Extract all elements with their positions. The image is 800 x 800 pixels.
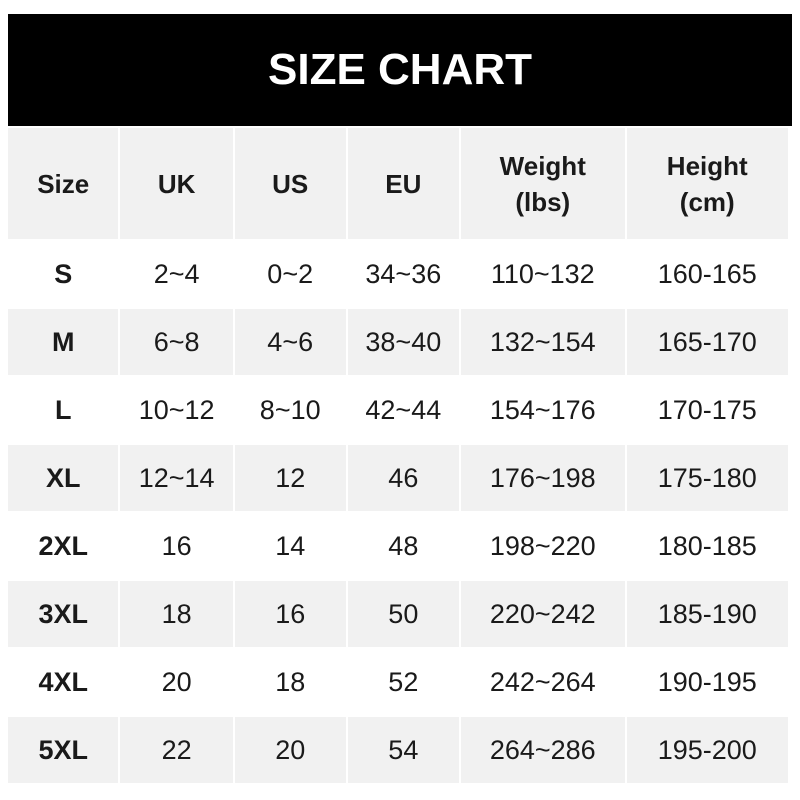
table-cell: 48 (347, 513, 460, 579)
column-header: EU (347, 128, 460, 239)
column-header: Height (cm) (626, 128, 788, 239)
table-cell: 6~8 (120, 309, 233, 375)
table-row: XL 12~14 12 46 176~198 175-180 (8, 445, 788, 511)
table-row: 4XL 20 18 52 242~264 190-195 (8, 649, 788, 715)
size-table: Size UK US EU Weight (lbs) Height (cm) S 2~4 0~… (6, 126, 790, 785)
table-cell: 110~132 (461, 241, 625, 307)
table-cell: 2~4 (120, 241, 233, 307)
table-cell: 34~36 (347, 241, 460, 307)
size-cell: 4XL (8, 649, 119, 715)
table-cell: 195-200 (626, 717, 788, 783)
column-header: Weight (lbs) (461, 128, 625, 239)
table-cell: 175-180 (626, 445, 788, 511)
table-cell: 38~40 (347, 309, 460, 375)
table-cell: 176~198 (461, 445, 625, 511)
size-cell: 5XL (8, 717, 119, 783)
size-chart-title: SIZE CHART (8, 14, 792, 126)
table-row: 5XL 22 20 54 264~286 195-200 (8, 717, 788, 783)
table-cell: 8~10 (234, 377, 346, 443)
column-header: UK (120, 128, 233, 239)
table-cell: 20 (234, 717, 346, 783)
table-cell: 18 (120, 581, 233, 647)
size-cell: XL (8, 445, 119, 511)
size-cell: 3XL (8, 581, 119, 647)
table-cell: 154~176 (461, 377, 625, 443)
header-row: Size UK US EU Weight (lbs) Height (cm) (8, 128, 788, 239)
table-cell: 20 (120, 649, 233, 715)
table-cell: 14 (234, 513, 346, 579)
table-row: 3XL 18 16 50 220~242 185-190 (8, 581, 788, 647)
table-cell: 52 (347, 649, 460, 715)
table-cell: 132~154 (461, 309, 625, 375)
table-cell: 42~44 (347, 377, 460, 443)
table-cell: 264~286 (461, 717, 625, 783)
table-cell: 242~264 (461, 649, 625, 715)
table-cell: 198~220 (461, 513, 625, 579)
table-cell: 46 (347, 445, 460, 511)
table-row: S 2~4 0~2 34~36 110~132 160-165 (8, 241, 788, 307)
table-cell: 220~242 (461, 581, 625, 647)
table-cell: 12~14 (120, 445, 233, 511)
table-cell: 50 (347, 581, 460, 647)
column-header: Size (8, 128, 119, 239)
size-cell: M (8, 309, 119, 375)
table-cell: 0~2 (234, 241, 346, 307)
table-cell: 16 (120, 513, 233, 579)
table-row: L 10~12 8~10 42~44 154~176 170-175 (8, 377, 788, 443)
table-cell: 10~12 (120, 377, 233, 443)
table-cell: 22 (120, 717, 233, 783)
table-cell: 185-190 (626, 581, 788, 647)
table-cell: 170-175 (626, 377, 788, 443)
table-cell: 18 (234, 649, 346, 715)
table-cell: 160-165 (626, 241, 788, 307)
table-cell: 12 (234, 445, 346, 511)
column-header: US (234, 128, 346, 239)
size-cell: S (8, 241, 119, 307)
table-cell: 165-170 (626, 309, 788, 375)
table-cell: 54 (347, 717, 460, 783)
size-cell: L (8, 377, 119, 443)
table-row: 2XL 16 14 48 198~220 180-185 (8, 513, 788, 579)
table-cell: 16 (234, 581, 346, 647)
table-cell: 190-195 (626, 649, 788, 715)
size-cell: 2XL (8, 513, 119, 579)
table-cell: 4~6 (234, 309, 346, 375)
table-row: M 6~8 4~6 38~40 132~154 165-170 (8, 309, 788, 375)
table-cell: 180-185 (626, 513, 788, 579)
